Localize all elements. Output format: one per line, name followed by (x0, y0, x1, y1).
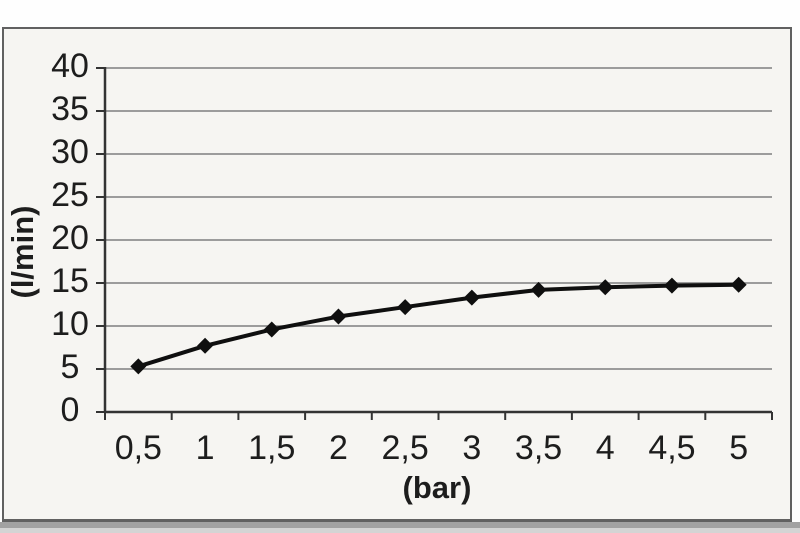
y-tick-label: 0 (61, 391, 80, 429)
y-tick-label: 30 (51, 133, 89, 171)
y-tick-label: 15 (51, 262, 89, 300)
x-tick-label: 1 (196, 429, 215, 467)
x-tick-label: 5 (729, 429, 748, 467)
bottom-edge-strip (0, 528, 800, 533)
data-series (130, 276, 747, 375)
x-tick-label: 4 (596, 429, 615, 467)
data-point-marker (197, 337, 214, 354)
x-tick-label: 0,5 (115, 429, 162, 467)
x-axis-title: (bar) (403, 470, 472, 505)
y-tick-label: 5 (61, 348, 80, 386)
y-tick-labels: 0 5 10 15 20 25 30 35 40 (51, 47, 89, 429)
gridlines (105, 67, 772, 370)
data-point-marker (130, 358, 147, 375)
y-tick-label: 10 (51, 305, 89, 343)
data-point-marker (463, 289, 480, 306)
x-tick-label: 2,5 (382, 429, 429, 467)
data-point-marker (263, 321, 280, 338)
bottom-shadow-strip (0, 522, 800, 528)
series-line (136, 282, 741, 369)
x-tick-label: 3,5 (515, 429, 562, 467)
data-point-marker (397, 299, 414, 316)
data-point-marker (330, 308, 347, 325)
data-point-marker (730, 276, 747, 293)
chart-frame (2, 27, 792, 522)
data-point-marker (530, 281, 547, 298)
x-tick-label: 4,5 (648, 429, 695, 467)
y-tick-label: 35 (51, 90, 89, 128)
x-tick-labels: 0,5 1 1,5 2 2,5 3 3,5 4 4,5 5 (115, 429, 748, 467)
x-tick-label: 1,5 (248, 429, 295, 467)
y-tick-label: 40 (51, 47, 89, 85)
x-tick-label: 2 (329, 429, 348, 467)
data-point-marker (597, 279, 614, 296)
x-tick-label: 3 (462, 429, 481, 467)
tick-marks (96, 67, 773, 420)
y-axis-title: (l/min) (5, 206, 40, 299)
axis-titles: (bar) (l/min) (5, 206, 471, 506)
y-tick-label: 20 (51, 219, 89, 257)
data-point-marker (663, 277, 680, 294)
y-tick-label: 25 (51, 176, 89, 214)
